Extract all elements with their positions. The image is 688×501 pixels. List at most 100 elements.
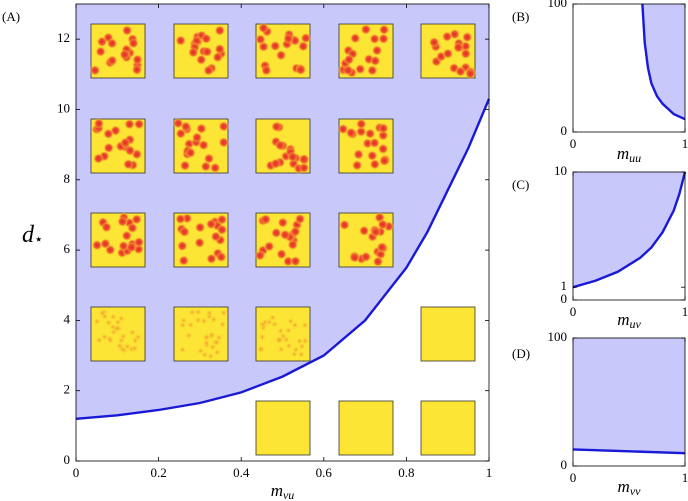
axes-frame [572, 337, 686, 467]
tile-spot [179, 226, 191, 238]
tile-spot [355, 118, 367, 130]
y-tick-label: 4 [64, 311, 71, 326]
tile-spot [295, 64, 307, 76]
x-tick-label: 0.2 [150, 465, 166, 480]
tile-spot [121, 24, 133, 36]
y-tick-label: 0 [561, 123, 568, 138]
tile-spot [371, 45, 383, 57]
pattern-tile [90, 212, 146, 268]
pattern-tile [420, 400, 476, 456]
y-axis-label: d⋆ [22, 222, 43, 249]
tile-spot [377, 143, 389, 155]
axes-frame [75, 3, 490, 462]
tile-spot [277, 217, 289, 229]
tile-spot [194, 308, 203, 316]
tile-spot [205, 309, 214, 317]
tile-spot [95, 46, 107, 58]
tile-spot [117, 336, 126, 345]
tile-spot [378, 33, 390, 45]
tile-spot [428, 36, 440, 48]
tile-spot [254, 33, 266, 45]
tile-spot [378, 155, 390, 167]
tile-spot [172, 117, 184, 129]
tile-spot [370, 226, 382, 238]
pattern-tile [254, 212, 311, 268]
tile-spot [131, 64, 143, 76]
tile-spot [297, 350, 306, 359]
tile-spot [122, 158, 134, 170]
tile-spot [216, 214, 228, 226]
tile-background [420, 306, 476, 362]
tile-spot [185, 331, 193, 340]
y-tick-label: 1 [561, 278, 568, 293]
pattern-tile [173, 212, 229, 268]
tile-spot [349, 252, 361, 264]
tile-spot [203, 153, 215, 165]
tile-spot [353, 148, 365, 160]
tile-spot [133, 118, 145, 130]
tile-spot [270, 158, 282, 170]
tile-spot [441, 31, 453, 43]
tile-spot [93, 317, 101, 326]
y-tick-label: 0 [64, 452, 71, 467]
tile-spot [178, 255, 190, 267]
tile-spot [342, 64, 354, 76]
curve [572, 448, 686, 455]
tile-spot [116, 216, 128, 228]
tile-spot [212, 51, 224, 63]
tile-spot [301, 337, 309, 345]
tile-spot [179, 160, 191, 172]
tile-spot [124, 145, 136, 157]
tile-spot [213, 338, 221, 347]
tile-spot [298, 342, 306, 351]
tile-spot [202, 339, 211, 347]
tile-spot [364, 128, 376, 140]
tile-spot [287, 151, 299, 163]
pattern-tile [255, 306, 311, 362]
tile-spot [360, 251, 372, 263]
tile-spot [294, 213, 306, 225]
tile-spot [109, 312, 118, 321]
tile-spot [260, 213, 272, 225]
tile-spot [203, 65, 215, 77]
x-tick-label: 0.6 [316, 465, 333, 480]
pattern-tile [337, 118, 394, 174]
tile-spot [279, 229, 291, 241]
tile-spot [276, 248, 288, 260]
tile-spot [176, 240, 188, 252]
y-tick-label: 10 [57, 100, 70, 115]
tile-spot [369, 33, 381, 45]
tile-spot [119, 137, 131, 149]
tile-spot [355, 126, 367, 138]
shaded-region [573, 172, 685, 288]
pattern-tile [420, 23, 477, 80]
tile-spot [126, 222, 138, 234]
panel-label: (A) [2, 9, 20, 24]
tile-spot [274, 336, 283, 344]
tile-spot [117, 314, 126, 323]
pattern-tile [173, 23, 229, 79]
tile-spot [203, 333, 211, 341]
panel-label: (D) [512, 346, 530, 361]
tile-spot [106, 37, 118, 49]
tile-spot [195, 123, 207, 135]
tile-spot [300, 32, 312, 44]
tile-spot [339, 219, 351, 231]
tile-spot [461, 31, 473, 43]
curve [572, 171, 687, 289]
tile-spot [178, 321, 187, 329]
tile-spot [258, 333, 266, 341]
y-tick-label: 12 [57, 30, 70, 45]
tile-spot [282, 33, 294, 45]
tile-spot [102, 128, 114, 140]
tile-spot [194, 237, 206, 249]
pattern-tile [89, 23, 146, 79]
tile-spot [366, 150, 378, 162]
tile-spot [89, 64, 101, 76]
x-tick-label: 1 [682, 136, 688, 151]
tile-spot [121, 230, 133, 242]
tile-spot [261, 318, 269, 326]
tile-spot [263, 240, 275, 252]
x-tick-label: 1 [486, 465, 493, 480]
